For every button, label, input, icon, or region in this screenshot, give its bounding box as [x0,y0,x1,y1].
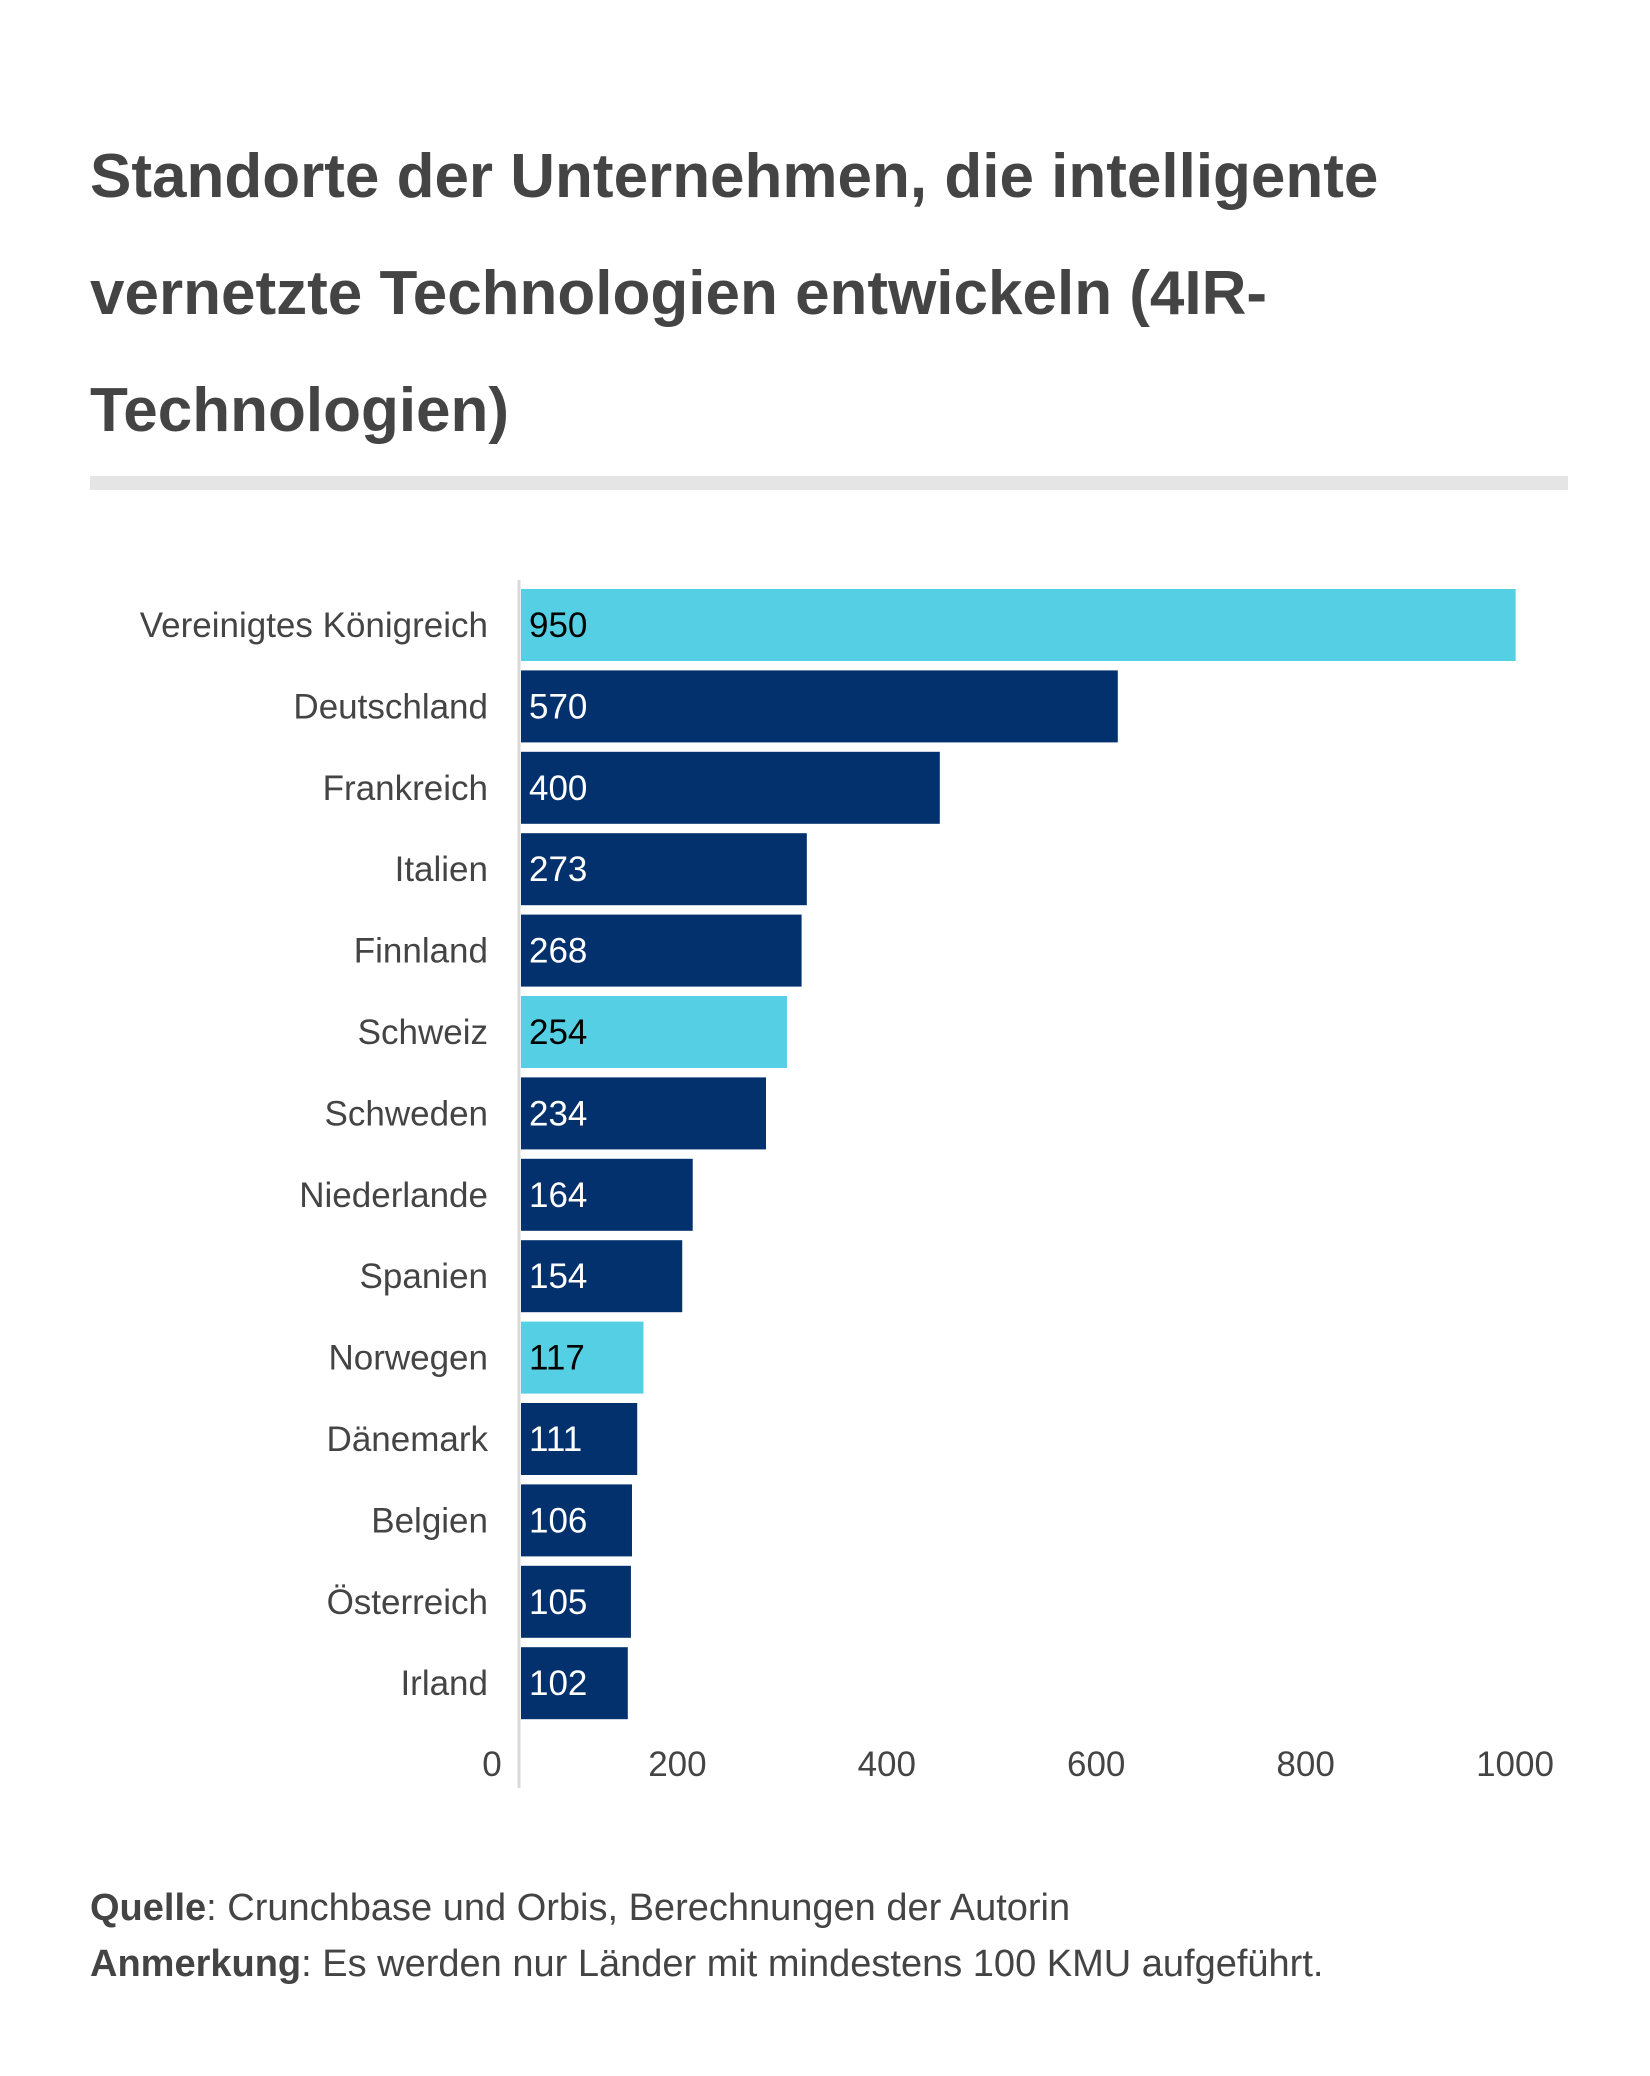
category-label: Deutschland [293,687,488,726]
bar-chart: Vereinigtes Königreich 950 Deutschland 570 F… [0,0,1650,1850]
category-label: Österreich [327,1583,488,1622]
x-tick-label: 1000 [1476,1745,1554,1784]
data-label: 117 [529,1339,585,1378]
data-label: 102 [529,1664,587,1703]
x-tick-label: 400 [858,1745,916,1784]
source-label: Quelle [90,1887,206,1929]
category-label: Spanien [360,1257,488,1296]
bar-0 [521,589,1516,661]
category-label: Schweiz [358,1013,488,1052]
source-text: : Crunchbase und Orbis, Berechnungen der… [206,1887,1070,1929]
category-label: Niederlande [299,1176,488,1215]
data-label: 268 [529,932,587,971]
note-line: Anmerkung: Es werden nur Länder mit mind… [90,1936,1323,1992]
chart-footer: Quelle: Crunchbase und Orbis, Berechnung… [90,1880,1323,1992]
x-tick-label: 800 [1276,1745,1334,1784]
data-label: 570 [529,687,587,726]
category-label: Schweden [325,1094,488,1133]
category-label: Norwegen [328,1339,488,1378]
x-tick-label: 200 [648,1745,706,1784]
category-label: Irland [400,1664,488,1703]
data-label: 273 [529,850,587,889]
category-label: Finnland [354,932,488,971]
data-label: 111 [529,1420,582,1459]
data-label: 105 [529,1583,587,1622]
x-tick-label: 600 [1067,1745,1125,1784]
note-label: Anmerkung [90,1943,301,1985]
data-label: 400 [529,769,587,808]
category-label: Dänemark [327,1420,489,1459]
category-label: Frankreich [323,769,488,808]
data-label: 254 [529,1013,587,1052]
data-label: 234 [529,1094,587,1133]
category-label: Belgien [371,1501,488,1540]
data-label: 154 [529,1257,587,1296]
note-text: : Es werden nur Länder mit mindestens 10… [301,1943,1323,1985]
bar-1 [521,670,1118,742]
source-line: Quelle: Crunchbase und Orbis, Berechnung… [90,1880,1323,1936]
data-label: 164 [529,1176,587,1215]
x-tick-label: 0 [482,1745,501,1784]
data-label: 106 [529,1501,587,1540]
category-label: Italien [395,850,488,889]
data-label: 950 [529,606,587,645]
category-label: Vereinigtes Königreich [140,606,488,645]
